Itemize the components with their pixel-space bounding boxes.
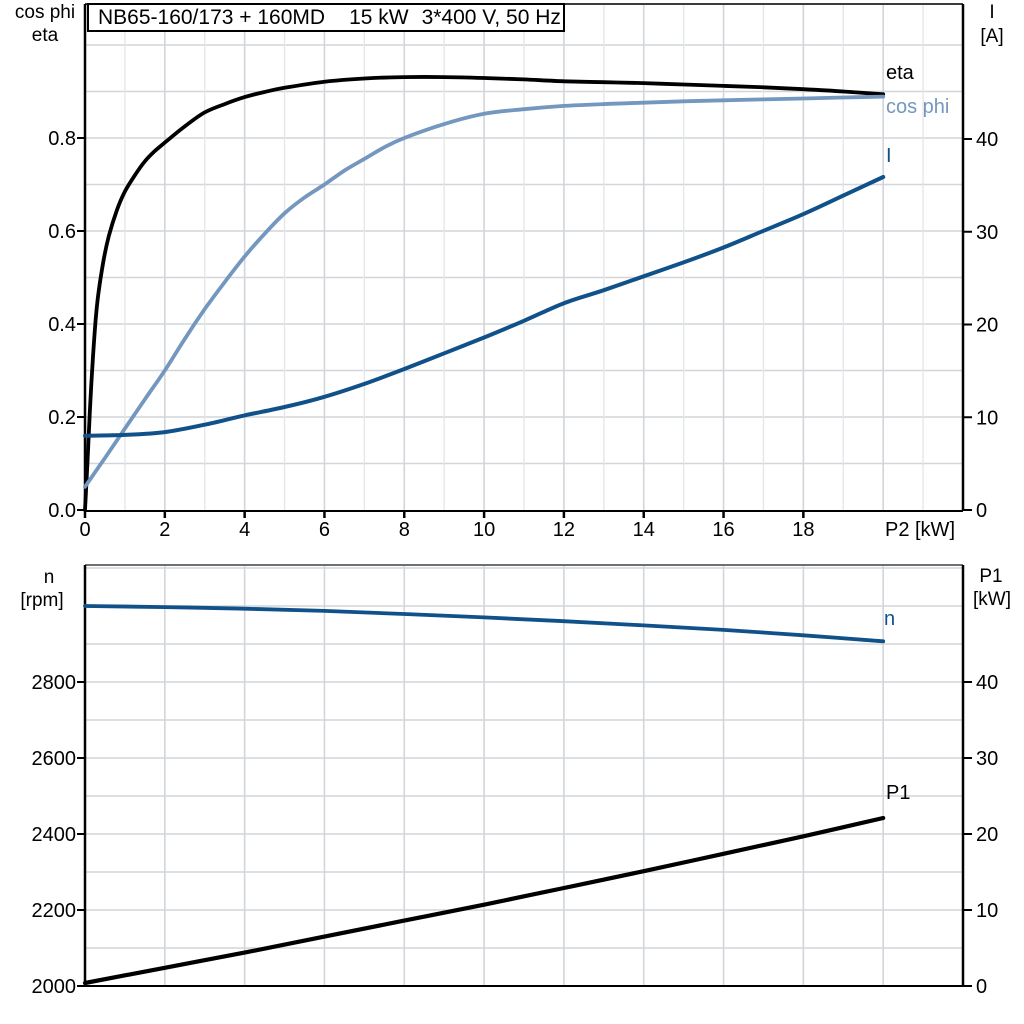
curve-label-current: I	[886, 145, 892, 167]
tick-label-left: 0.8	[48, 128, 76, 150]
axis-header-p1-unit: [kW]	[973, 589, 1011, 610]
tick-label-left: 2600	[32, 748, 77, 770]
curve-label-speed: n	[884, 608, 896, 630]
curve-cos-phi	[83, 94, 886, 489]
curve-I	[83, 175, 886, 438]
tick-label-x: 4	[239, 519, 250, 541]
tick-label-x: 16	[712, 519, 734, 541]
tick-label-x: 10	[473, 519, 495, 541]
tick-label-right: 20	[976, 315, 998, 337]
tick-label-x: 18	[792, 519, 814, 541]
tick-label-right: 0	[976, 976, 987, 998]
tick-label-x: 8	[399, 519, 410, 541]
tick-label-x: 12	[553, 519, 575, 541]
curve-label-p1: P1	[886, 782, 911, 804]
tick-label-right: 40	[976, 129, 998, 151]
tick-label-left: 2200	[32, 900, 77, 922]
tick-label-right: 0	[976, 500, 987, 522]
tick-label-right: 30	[976, 222, 998, 244]
tick-label-right: 20	[976, 824, 998, 846]
tick-label-x: 14	[633, 519, 655, 541]
curve-label-eta: eta	[886, 62, 914, 84]
axis-header-current: I	[989, 2, 995, 23]
axis-header-speed: n	[43, 567, 55, 588]
tick-label-left: 0.6	[48, 221, 76, 243]
title-power: 15 kW	[349, 5, 409, 29]
curve-eta	[83, 75, 886, 512]
tick-label-left: 0.2	[48, 407, 76, 429]
axis-header-eta: eta	[31, 25, 59, 46]
tick-label-left: 0.0	[48, 500, 76, 522]
tick-label-left: 2400	[32, 824, 77, 846]
axis-header-p1: P1	[979, 566, 1003, 587]
tick-label-left: 2800	[32, 672, 77, 694]
axis-header-current-unit: [A]	[980, 26, 1004, 47]
curve-label-cosphi: cos phi	[886, 96, 950, 118]
tick-label-left: 0.4	[48, 314, 76, 336]
axis-header-speed-unit: [rpm]	[20, 590, 64, 611]
curve-n	[83, 604, 886, 644]
curve-P1	[82, 815, 886, 986]
title-supply: 3*400 V, 50 Hz	[421, 5, 561, 29]
title-model: NB65-160/173 + 160MD	[98, 5, 326, 29]
x-axis-title: P2 [kW]	[885, 519, 955, 541]
tick-label-right: 30	[976, 748, 998, 770]
axis-header-cosphi: cos phi	[14, 2, 76, 23]
tick-label-right: 40	[976, 672, 998, 694]
tick-label-x: 6	[319, 519, 330, 541]
tick-label-x: 0	[79, 519, 90, 541]
chart-title-box: NB65-160/173 + 160MD 15 kW 3*400 V, 50 H…	[87, 3, 565, 32]
tick-label-right: 10	[976, 407, 998, 429]
tick-label-left: 2000	[32, 976, 77, 998]
tick-label-x: 2	[159, 519, 170, 541]
tick-label-right: 10	[976, 900, 998, 922]
